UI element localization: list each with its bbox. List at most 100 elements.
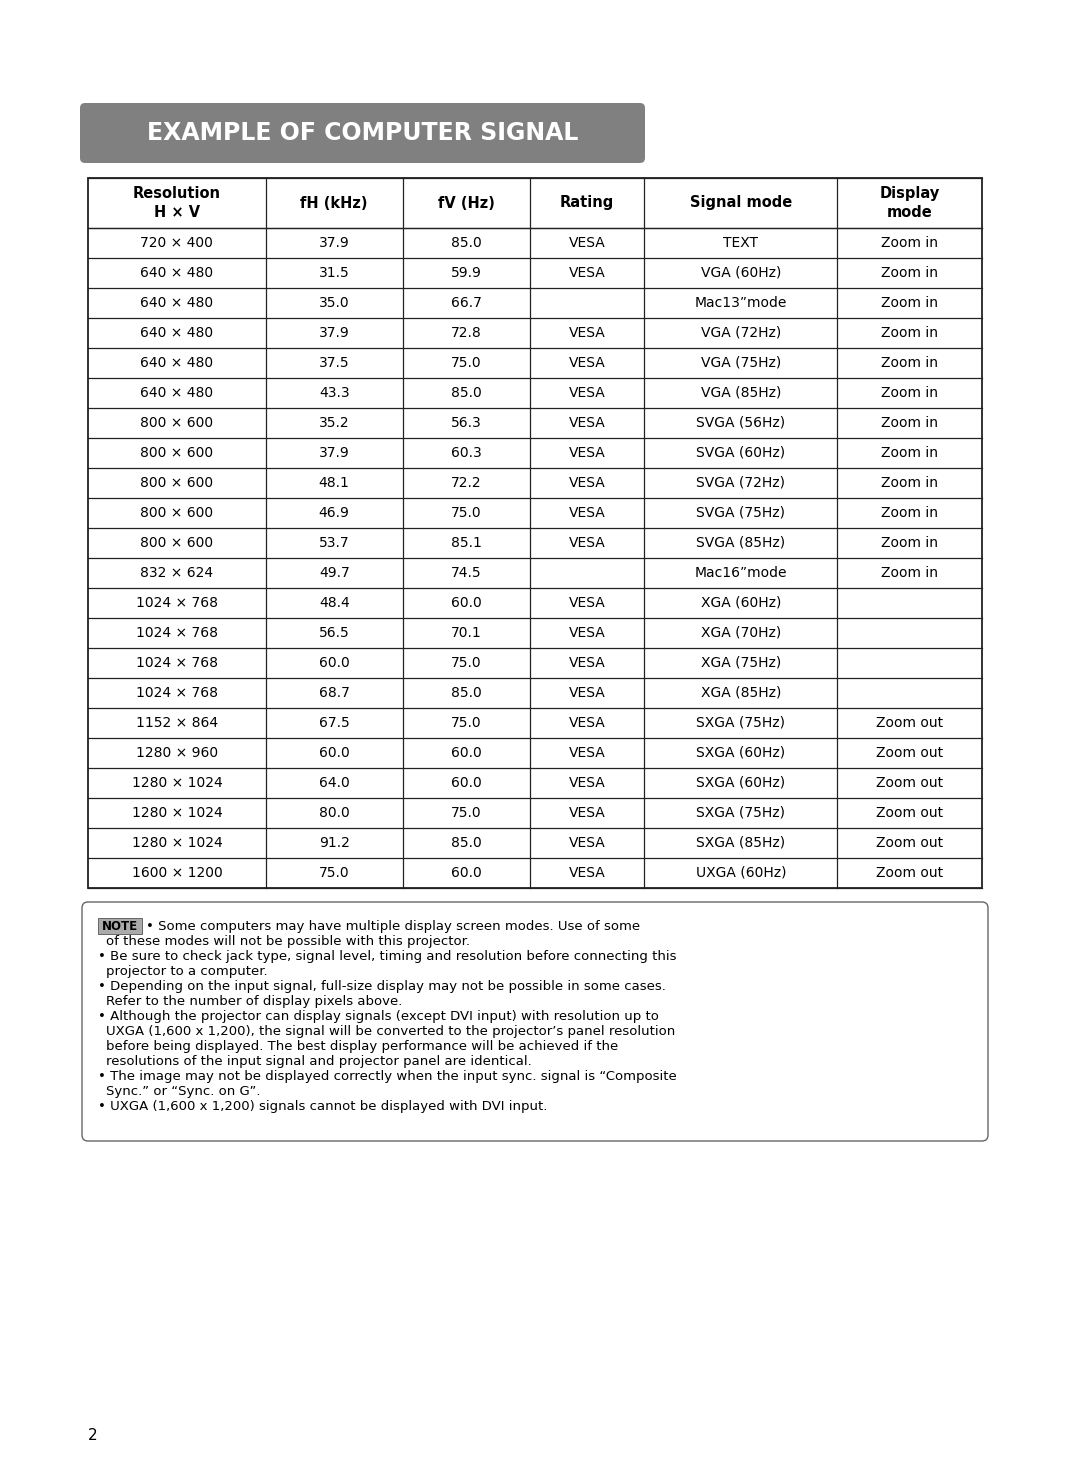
Text: 75.0: 75.0 [450,715,482,730]
Text: 75.0: 75.0 [450,356,482,370]
Text: VESA: VESA [568,867,605,880]
Text: 60.0: 60.0 [450,597,482,610]
Text: fV (Hz): fV (Hz) [437,196,495,211]
Text: 1024 × 768: 1024 × 768 [136,597,218,610]
Text: VESA: VESA [568,356,605,370]
Text: SVGA (72Hz): SVGA (72Hz) [697,476,785,490]
Text: 85.1: 85.1 [450,536,482,551]
Text: Zoom in: Zoom in [881,506,939,519]
Text: 85.0: 85.0 [450,686,482,700]
Text: 800 × 600: 800 × 600 [140,536,214,551]
Text: 1024 × 768: 1024 × 768 [136,656,218,669]
Text: Refer to the number of display pixels above.: Refer to the number of display pixels ab… [106,994,403,1008]
Text: projector to a computer.: projector to a computer. [106,965,268,978]
Text: 72.2: 72.2 [450,476,482,490]
Text: VGA (75Hz): VGA (75Hz) [701,356,781,370]
Text: Zoom in: Zoom in [881,476,939,490]
Text: Zoom out: Zoom out [876,806,943,821]
Text: • UXGA (1,600 x 1,200) signals cannot be displayed with DVI input.: • UXGA (1,600 x 1,200) signals cannot be… [98,1100,548,1113]
Text: SVGA (60Hz): SVGA (60Hz) [697,447,785,460]
Text: UXGA (1,600 x 1,200), the signal will be converted to the projector’s panel reso: UXGA (1,600 x 1,200), the signal will be… [106,1025,675,1037]
Text: 53.7: 53.7 [319,536,350,551]
Text: Zoom out: Zoom out [876,835,943,850]
Text: 1024 × 768: 1024 × 768 [136,686,218,700]
Text: VGA (85Hz): VGA (85Hz) [701,386,781,401]
Text: 60.3: 60.3 [450,447,482,460]
Text: 37.9: 37.9 [319,326,350,340]
Text: 85.0: 85.0 [450,236,482,249]
Text: • Depending on the input signal, full-size display may not be possible in some c: • Depending on the input signal, full-si… [98,979,666,993]
Text: VESA: VESA [568,506,605,519]
Text: 64.0: 64.0 [319,776,350,789]
Text: SXGA (60Hz): SXGA (60Hz) [697,746,785,760]
Bar [98,919,141,933]
Text: Zoom in: Zoom in [881,565,939,580]
Text: SVGA (75Hz): SVGA (75Hz) [697,506,785,519]
Text: 60.0: 60.0 [450,867,482,880]
Text: 75.0: 75.0 [450,656,482,669]
Text: SVGA (56Hz): SVGA (56Hz) [697,416,785,430]
Text: Zoom in: Zoom in [881,236,939,249]
Text: Mac16”mode: Mac16”mode [694,565,787,580]
Text: VESA: VESA [568,746,605,760]
Text: VESA: VESA [568,776,605,789]
Text: VESA: VESA [568,326,605,340]
Text: 1280 × 1024: 1280 × 1024 [132,806,222,821]
Text: Zoom out: Zoom out [876,867,943,880]
Text: resolutions of the input signal and projector panel are identical.: resolutions of the input signal and proj… [106,1055,531,1068]
Text: 1152 × 864: 1152 × 864 [136,715,218,730]
Text: 91.2: 91.2 [319,835,350,850]
Text: 85.0: 85.0 [450,835,482,850]
Text: 35.2: 35.2 [319,416,350,430]
Text: 640 × 480: 640 × 480 [140,295,214,310]
Text: 800 × 600: 800 × 600 [140,476,214,490]
Text: XGA (60Hz): XGA (60Hz) [701,597,781,610]
Text: Zoom in: Zoom in [881,386,939,401]
Text: SXGA (75Hz): SXGA (75Hz) [697,806,785,821]
Text: Mac13”mode: Mac13”mode [694,295,787,310]
Text: VESA: VESA [568,686,605,700]
Text: Zoom in: Zoom in [881,416,939,430]
Text: 60.0: 60.0 [319,656,350,669]
Text: Rating: Rating [559,196,615,211]
Text: Zoom in: Zoom in [881,266,939,280]
Text: 37.5: 37.5 [319,356,350,370]
Text: SXGA (75Hz): SXGA (75Hz) [697,715,785,730]
Text: Zoom out: Zoom out [876,746,943,760]
Text: 72.8: 72.8 [450,326,482,340]
Text: fH (kHz): fH (kHz) [300,196,368,211]
Text: 31.5: 31.5 [319,266,350,280]
Text: 1280 × 960: 1280 × 960 [136,746,218,760]
Text: 48.1: 48.1 [319,476,350,490]
Text: 49.7: 49.7 [319,565,350,580]
Text: 67.5: 67.5 [319,715,350,730]
FancyBboxPatch shape [80,102,645,163]
Text: XGA (85Hz): XGA (85Hz) [701,686,781,700]
Text: 720 × 400: 720 × 400 [140,236,214,249]
Text: 46.9: 46.9 [319,506,350,519]
Text: SXGA (60Hz): SXGA (60Hz) [697,776,785,789]
Text: VESA: VESA [568,656,605,669]
Text: Zoom in: Zoom in [881,326,939,340]
Text: 37.9: 37.9 [319,236,350,249]
Text: 56.5: 56.5 [319,626,350,640]
Text: VGA (72Hz): VGA (72Hz) [701,326,781,340]
Text: 80.0: 80.0 [319,806,350,821]
Text: Signal mode: Signal mode [690,196,792,211]
Text: EXAMPLE OF COMPUTER SIGNAL: EXAMPLE OF COMPUTER SIGNAL [147,122,578,145]
Text: 832 × 624: 832 × 624 [140,565,214,580]
Text: 85.0: 85.0 [450,386,482,401]
Text: SXGA (85Hz): SXGA (85Hz) [697,835,785,850]
Text: 66.7: 66.7 [450,295,482,310]
Text: 37.9: 37.9 [319,447,350,460]
Text: 59.9: 59.9 [450,266,482,280]
Text: VESA: VESA [568,626,605,640]
Text: 60.0: 60.0 [319,746,350,760]
Text: • The image may not be displayed correctly when the input sync. signal is “Compo: • The image may not be displayed correct… [98,1070,677,1083]
Text: 70.1: 70.1 [450,626,482,640]
Text: SVGA (85Hz): SVGA (85Hz) [697,536,785,551]
Text: VESA: VESA [568,597,605,610]
Text: 800 × 600: 800 × 600 [140,416,214,430]
Text: UXGA (60Hz): UXGA (60Hz) [696,867,786,880]
Text: VESA: VESA [568,236,605,249]
